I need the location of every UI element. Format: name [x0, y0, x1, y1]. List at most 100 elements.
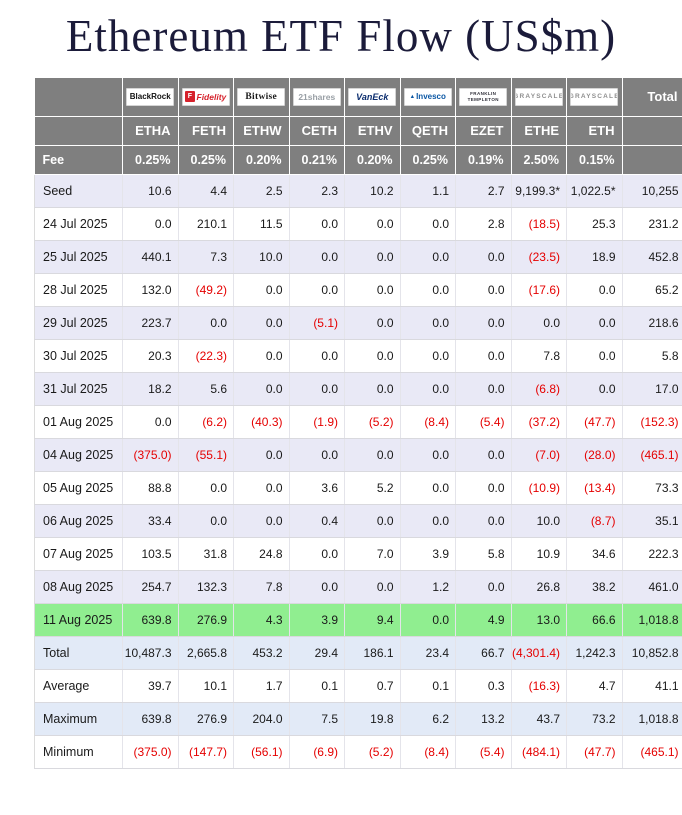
row-label: 05 Aug 2025	[34, 471, 123, 505]
value-cell: 1,022.5*	[566, 174, 623, 208]
table-row: 04 Aug 2025 (375.0) (55.1) 0.0 0.0 0.0 0.0 0.0(…	[34, 438, 682, 472]
issuer-cell: GRAYSCALE	[511, 78, 567, 117]
value-cell: (5.2)	[344, 735, 401, 769]
fee-ceth: 0.21%	[289, 145, 345, 175]
value-cell: (40.3)	[233, 405, 290, 439]
value-cell: 639.8	[122, 702, 179, 736]
value-cell: 23.4	[400, 635, 456, 670]
value-cell: 0.0	[455, 504, 512, 538]
value-cell: 0.1	[400, 669, 456, 703]
value-cell: 0.0	[400, 207, 456, 241]
value-cell: (47.7)	[566, 735, 623, 769]
value-cell: (484.1)	[511, 735, 567, 769]
fee-ezet: 0.19%	[455, 145, 512, 175]
value-cell: 0.0	[178, 504, 234, 538]
value-cell: 1,018.8	[622, 603, 682, 637]
value-cell: 18.2	[122, 372, 179, 406]
value-cell: (1.9)	[289, 405, 345, 439]
value-cell: 453.2	[233, 635, 290, 670]
table-row: 29 Jul 2025 223.7 0.0 0.0 (5.1) 0.0 0.0 0.0 0.0 0…	[34, 306, 682, 340]
value-cell: (23.5)	[511, 240, 567, 274]
value-cell: (22.3)	[178, 339, 234, 373]
row-label: 08 Aug 2025	[34, 570, 123, 604]
fee-etha: 0.25%	[122, 145, 179, 175]
corner-cell	[34, 78, 123, 117]
value-cell: 0.0	[566, 339, 623, 373]
issuer-cell: Fidelity	[178, 78, 234, 117]
table-row: 08 Aug 2025 254.7 132.3 7.8 0.0 0.0 1.2 0.0 26.8…	[34, 570, 682, 604]
logo-row: BlackRock Fidelity Bitwise 21shares VanEck In…	[34, 78, 682, 117]
value-cell: 0.0	[233, 471, 290, 505]
table-row: 07 Aug 2025 103.5 31.8 24.8 0.0 7.0 3.9 5.8 10.9…	[34, 537, 682, 571]
value-cell: 0.0	[344, 240, 401, 274]
value-cell: 461.0	[622, 570, 682, 604]
page: Ethereum ETF Flow (US$m) BlackRock Fideli…	[0, 0, 682, 769]
value-cell: 38.2	[566, 570, 623, 604]
value-cell: 10.1	[178, 669, 234, 703]
value-cell: 4.3	[233, 603, 290, 637]
shares21-logo: 21shares	[292, 87, 341, 106]
value-cell: (47.7)	[566, 405, 623, 439]
corner-cell	[34, 116, 123, 146]
value-cell: 0.0	[566, 273, 623, 307]
row-label: 25 Jul 2025	[34, 240, 123, 274]
row-label: Total	[34, 635, 123, 670]
row-label: Average	[34, 669, 123, 703]
value-cell: 73.2	[566, 702, 623, 736]
fee-feth: 0.25%	[178, 145, 234, 175]
value-cell: 0.0	[344, 306, 401, 340]
value-cell: 0.0	[455, 306, 512, 340]
value-cell: 43.7	[511, 702, 567, 736]
value-cell: 5.8	[455, 537, 512, 571]
value-cell: 0.0	[289, 240, 345, 274]
value-cell: 39.7	[122, 669, 179, 703]
ticker-eth: ETH	[566, 116, 623, 146]
value-cell: 4.7	[566, 669, 623, 703]
value-cell: 19.8	[344, 702, 401, 736]
total-column-header: Total	[622, 78, 682, 117]
issuer-cell: FRANKLIN TEMPLETON	[455, 78, 512, 117]
row-label: 06 Aug 2025	[34, 504, 123, 538]
value-cell: 13.0	[511, 603, 567, 637]
value-cell: 29.4	[289, 635, 345, 670]
ticker-ethw: ETHW	[233, 116, 290, 146]
value-cell: (18.5)	[511, 207, 567, 241]
value-cell: (5.1)	[289, 306, 345, 340]
value-cell: 4.4	[178, 174, 234, 208]
value-cell: 0.0	[400, 339, 456, 373]
value-cell: 276.9	[178, 603, 234, 637]
table-row: 31 Jul 2025 18.2 5.6 0.0 0.0 0.0 0.0 0.0 (6.8) 0.…	[34, 372, 682, 406]
value-cell: (147.7)	[178, 735, 234, 769]
page-title: Ethereum ETF Flow (US$m)	[65, 11, 617, 61]
value-cell: 0.0	[289, 438, 345, 472]
value-cell: 186.1	[344, 635, 401, 670]
issuer-cell: Invesco	[400, 78, 456, 117]
value-cell: 10.2	[344, 174, 401, 208]
value-cell: 0.0	[344, 207, 401, 241]
fee-ethv: 0.20%	[344, 145, 401, 175]
value-cell: (17.6)	[511, 273, 567, 307]
invesco-logo: Invesco	[403, 87, 452, 106]
value-cell: 103.5	[122, 537, 179, 571]
value-cell: (6.9)	[289, 735, 345, 769]
value-cell: (16.3)	[511, 669, 567, 703]
fee-row-label: Fee	[34, 145, 123, 175]
value-cell: 0.0	[400, 372, 456, 406]
issuer-cell: GRAYSCALE	[566, 78, 623, 117]
row-label: 01 Aug 2025	[34, 405, 123, 439]
value-cell: 9,199.3*	[511, 174, 567, 208]
corner-cell	[622, 145, 682, 175]
value-cell: (10.9)	[511, 471, 567, 505]
row-label: Minimum	[34, 735, 123, 769]
value-cell: 2.5	[233, 174, 290, 208]
value-cell: (375.0)	[122, 438, 179, 472]
value-cell: 2.8	[455, 207, 512, 241]
value-cell: (8.4)	[400, 735, 456, 769]
value-cell: 7.5	[289, 702, 345, 736]
fee-eth: 0.15%	[566, 145, 623, 175]
value-cell: (55.1)	[178, 438, 234, 472]
value-cell: 0.0	[400, 240, 456, 274]
bitwise-logo: Bitwise	[237, 87, 286, 106]
value-cell: 0.0	[289, 570, 345, 604]
value-cell: 24.8	[233, 537, 290, 571]
